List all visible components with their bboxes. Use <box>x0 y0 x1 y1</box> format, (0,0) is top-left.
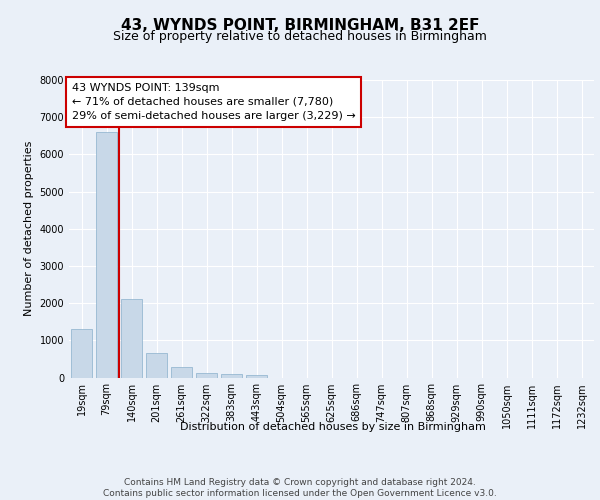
Text: Size of property relative to detached houses in Birmingham: Size of property relative to detached ho… <box>113 30 487 43</box>
Bar <box>171 367 192 378</box>
Bar <box>221 374 242 378</box>
Text: Contains HM Land Registry data © Crown copyright and database right 2024.
Contai: Contains HM Land Registry data © Crown c… <box>103 478 497 498</box>
Bar <box>196 373 217 378</box>
Text: Distribution of detached houses by size in Birmingham: Distribution of detached houses by size … <box>180 422 486 432</box>
Bar <box>146 354 167 378</box>
Bar <box>96 132 117 378</box>
Bar <box>121 300 142 378</box>
Bar <box>71 329 92 378</box>
Text: 43 WYNDS POINT: 139sqm
← 71% of detached houses are smaller (7,780)
29% of semi-: 43 WYNDS POINT: 139sqm ← 71% of detached… <box>71 83 355 121</box>
Y-axis label: Number of detached properties: Number of detached properties <box>24 141 34 316</box>
Bar <box>246 376 267 378</box>
Text: 43, WYNDS POINT, BIRMINGHAM, B31 2EF: 43, WYNDS POINT, BIRMINGHAM, B31 2EF <box>121 18 479 32</box>
